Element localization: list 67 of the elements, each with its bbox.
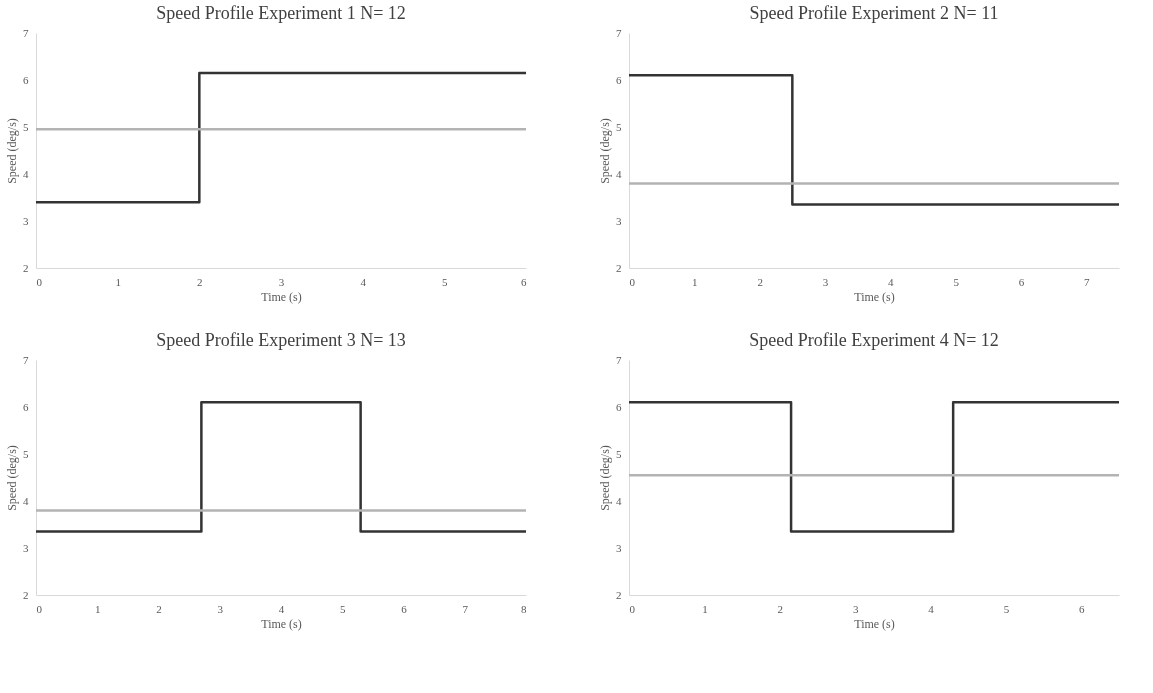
chart-title: Speed Profile Experiment 3 N= 13 (156, 330, 406, 350)
x-tick-label: 7 (462, 602, 469, 615)
x-tick-label: 0 (629, 602, 636, 615)
x-tick-label: 6 (1018, 275, 1025, 288)
chart-title: Speed Profile Experiment 1 N= 12 (156, 3, 406, 23)
x-tick-label: 6 (401, 602, 408, 615)
y-tick-label: 6 (23, 400, 29, 413)
y-axis-title: Speed (deg/s) (5, 445, 19, 511)
x-tick-label: 5 (1003, 602, 1010, 615)
y-tick-label: 2 (23, 588, 29, 601)
x-tick-label: 7 (1084, 275, 1091, 288)
y-tick-label: 5 (616, 120, 622, 133)
x-tick-label: 0 (629, 275, 636, 288)
x-tick-label: 1 (692, 275, 698, 288)
y-tick-label: 6 (616, 400, 622, 413)
x-tick-label: 3 (278, 275, 285, 288)
y-tick-label: 4 (23, 167, 29, 180)
y-tick-label: 4 (616, 167, 622, 180)
y-tick-label: 6 (616, 73, 622, 86)
x-tick-label: 5 (340, 602, 346, 615)
y-tick-label: 7 (616, 26, 622, 39)
y-tick-label: 5 (616, 447, 622, 460)
y-tick-label: 3 (616, 541, 622, 554)
y-tick-label: 5 (23, 120, 29, 133)
x-tick-label: 4 (888, 275, 895, 288)
y-tick-label: 7 (23, 353, 29, 366)
y-axis-title: Speed (deg/s) (598, 445, 612, 511)
x-tick-label: 5 (442, 275, 449, 288)
x-axis-title: Time (s) (854, 289, 895, 304)
chart-title: Speed Profile Experiment 4 N= 12 (749, 330, 999, 350)
x-tick-label: 3 (217, 602, 224, 615)
y-tick-label: 6 (23, 73, 29, 86)
y-axis-title: Speed (deg/s) (5, 118, 19, 184)
x-axis-title: Time (s) (261, 289, 302, 304)
x-tick-label: 5 (953, 275, 960, 288)
y-tick-label: 3 (23, 214, 29, 227)
x-tick-label: 1 (702, 602, 708, 615)
y-tick-label: 7 (616, 353, 622, 366)
y-tick-label: 2 (23, 261, 29, 274)
x-tick-label: 4 (278, 602, 285, 615)
y-tick-label: 2 (616, 588, 622, 601)
y-tick-label: 2 (616, 261, 622, 274)
y-tick-label: 7 (23, 26, 29, 39)
x-tick-label: 8 (521, 602, 527, 615)
x-tick-label: 1 (115, 275, 121, 288)
x-tick-label: 2 (777, 602, 784, 615)
x-tick-label: 4 (360, 275, 367, 288)
x-tick-label: 2 (156, 602, 162, 615)
y-tick-label: 3 (616, 214, 622, 227)
x-tick-label: 2 (757, 275, 763, 288)
x-tick-label: 3 (852, 602, 859, 615)
x-tick-label: 0 (36, 275, 43, 288)
y-tick-label: 5 (23, 447, 29, 460)
x-tick-label: 4 (928, 602, 935, 615)
x-tick-label: 2 (197, 275, 203, 288)
x-tick-label: 6 (1079, 602, 1086, 615)
y-tick-label: 3 (23, 541, 29, 554)
y-axis-title: Speed (deg/s) (598, 118, 612, 184)
chart-title: Speed Profile Experiment 2 N= 11 (749, 3, 999, 23)
x-axis-title: Time (s) (854, 616, 895, 631)
x-tick-label: 3 (822, 275, 829, 288)
x-axis-title: Time (s) (261, 616, 302, 631)
y-tick-label: 4 (616, 494, 622, 507)
x-tick-label: 6 (521, 275, 527, 288)
y-tick-label: 4 (23, 494, 29, 507)
x-tick-label: 1 (95, 602, 101, 615)
x-tick-label: 0 (36, 602, 43, 615)
